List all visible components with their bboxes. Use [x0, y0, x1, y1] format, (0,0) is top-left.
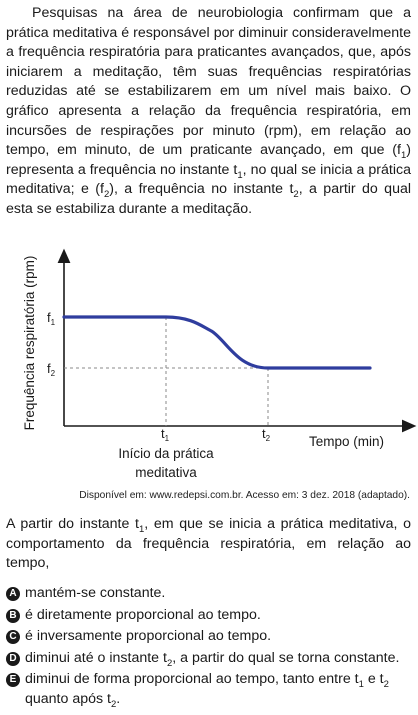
option-e-letter-icon: E: [6, 673, 20, 688]
intro-text-3: , no qual se inicia a prática meditativa…: [6, 161, 411, 198]
option-d[interactable]: D diminui até o instante t2, a partir do…: [6, 649, 412, 669]
option-a-letter-icon: A: [6, 587, 20, 601]
option-e[interactable]: E diminui de forma proporcional ao tempo…: [6, 670, 412, 709]
x-tick-t2: t2: [262, 426, 271, 443]
stem-t1-subscript: 1: [138, 523, 145, 535]
option-b[interactable]: B é diretamente proporcional ao tempo.: [6, 606, 412, 626]
series-line: [62, 315, 372, 370]
f1-subscript: 1: [400, 149, 407, 161]
frequency-chart: Frequência respiratória (rpm) f1 f2 t1 t…: [22, 248, 417, 480]
stem-text-1: A partir do instante t: [6, 516, 139, 532]
annotation-line-2: meditativa: [135, 465, 197, 480]
annotation-line-1: Início da prática: [118, 446, 214, 461]
option-d-text: diminui até o instante t2, a partir do q…: [25, 649, 400, 669]
intro-text-1: Pesquisas na área de neurobiologia confi…: [6, 5, 411, 159]
option-d-letter-icon: D: [6, 651, 20, 666]
option-c-letter-icon: C: [6, 630, 20, 645]
option-c[interactable]: C é inversamente proporcional ao tempo.: [6, 627, 412, 647]
question-stem: A partir do instante t1, em que se inici…: [6, 515, 411, 574]
f2-subscript: 2: [103, 189, 110, 201]
option-c-text: é inversamente proporcional ao tempo.: [25, 628, 272, 645]
intro-paragraph: Pesquisas na área de neurobiologia confi…: [6, 4, 411, 220]
y-tick-f2: f2: [47, 361, 56, 378]
y-axis-label: Frequência respiratória (rpm): [22, 256, 37, 431]
intro-text-5: , a partir do qual esta se estabiliza du…: [6, 181, 412, 217]
option-a-text: mantém-se constante.: [25, 585, 166, 601]
y-tick-f1: f1: [47, 310, 56, 327]
option-b-text: é diretamente proporcional ao tempo.: [25, 606, 261, 623]
option-a[interactable]: A mantém-se constante.: [6, 584, 412, 604]
option-e-text: diminui de forma proporcional ao tempo, …: [25, 671, 389, 710]
intro-text-2: ) representa a frequência no instante t: [6, 142, 411, 178]
option-b-letter-icon: B: [6, 608, 20, 623]
t1-subscript: 1: [237, 169, 243, 181]
intro-text-4: ), a frequência no instante t: [109, 181, 294, 198]
t2-subscript: 2: [293, 189, 299, 201]
x-tick-t1: t1: [161, 426, 170, 443]
stem-text-2: , em que se inicia a prática meditativa,…: [6, 516, 412, 572]
answer-options: A mantém-se constante. B é diretamente p…: [6, 584, 412, 712]
x-axis-label: Tempo (min): [309, 434, 384, 449]
source-citation: Disponível em: www.redepsi.com.br. Acess…: [79, 490, 410, 501]
